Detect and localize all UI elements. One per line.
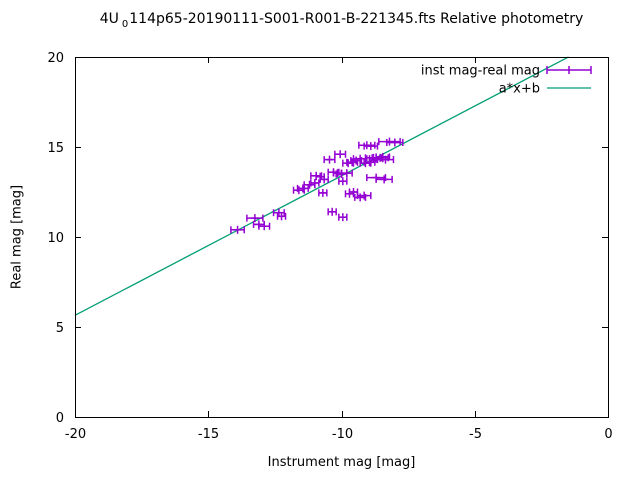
data-point (272, 208, 285, 217)
data-point (246, 214, 264, 223)
data-point (338, 177, 348, 186)
data-point (363, 158, 376, 167)
data-point (352, 154, 368, 163)
fit-line (74, 56, 569, 316)
chart-title-prefix: 4U (99, 11, 119, 27)
data-point (319, 175, 329, 184)
data-point (375, 175, 393, 184)
x-tick-label: -5 (469, 427, 482, 442)
data-point (356, 191, 372, 200)
data-point (376, 155, 395, 164)
data-point (303, 180, 316, 189)
data-point (258, 222, 271, 231)
x-tick-label: -15 (198, 427, 219, 442)
data-point (318, 188, 328, 197)
data-point (334, 150, 347, 159)
x-tick-label: -10 (332, 427, 353, 442)
y-tick-label: 0 (56, 411, 64, 426)
data-point (230, 225, 245, 234)
y-tick-label: 15 (47, 141, 64, 156)
plot-border (75, 57, 609, 418)
y-tick-label: 5 (56, 321, 64, 336)
data-point (363, 142, 379, 151)
chart-title-rest: 114p65-20190111-S001-R001-B-221345.fts R… (129, 11, 584, 27)
data-point (327, 207, 337, 216)
x-axis-label: Instrument mag [mag] (267, 455, 416, 470)
y-tick-label: 20 (47, 51, 64, 66)
data-point (386, 138, 404, 147)
data-point (378, 137, 401, 146)
x-tick-label: -20 (65, 427, 86, 442)
data-point (340, 169, 353, 178)
legend-label: inst mag-real mag (421, 64, 540, 79)
x-tick-label: 0 (604, 427, 612, 442)
legend-label: a*x+b (499, 82, 540, 97)
data-point (323, 155, 336, 164)
chart-title-subscript: 0 (121, 19, 129, 30)
data-point (296, 184, 309, 193)
y-tick-label: 10 (47, 231, 64, 246)
chart-title: 4U 0114p65-20190111-S001-R001-B-221345.ft… (75, 11, 608, 30)
data-point (348, 188, 359, 196)
data-point (276, 212, 287, 221)
data-point (310, 179, 320, 187)
data-point (338, 213, 348, 222)
data-point (358, 141, 376, 150)
